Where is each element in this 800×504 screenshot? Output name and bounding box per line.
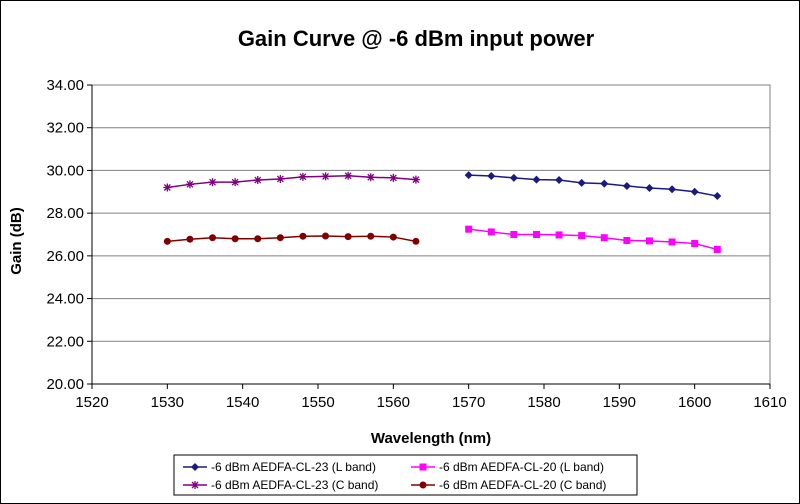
data-point <box>623 236 631 244</box>
legend-box <box>173 454 638 496</box>
data-point <box>163 183 172 192</box>
x-tick-label: 1580 <box>527 394 560 411</box>
data-point <box>254 235 262 243</box>
x-axis-title: Wavelength (nm) <box>371 430 491 447</box>
series-2 <box>465 225 721 253</box>
data-point <box>577 178 586 187</box>
data-point <box>276 234 284 242</box>
x-tick-label: 1590 <box>603 394 636 411</box>
data-point <box>713 245 721 253</box>
y-axis: 20.00 22.00 24.00 26.00 28.00 30.00 32.00 34.00 <box>46 77 93 393</box>
data-point <box>231 235 239 243</box>
data-point <box>366 173 375 182</box>
x-tick-label: 1560 <box>377 394 410 411</box>
y-tick-label: 26.00 <box>46 248 84 265</box>
legend-item: -6 dBm AEDFA-CL-23 (C band) <box>183 478 378 492</box>
y-tick-label: 34.00 <box>46 77 84 94</box>
data-point <box>298 172 307 181</box>
data-point <box>578 232 586 240</box>
x-tick-label: 1600 <box>678 394 711 411</box>
data-point <box>668 185 677 194</box>
data-point <box>510 231 518 238</box>
series-4 <box>163 232 420 245</box>
data-point <box>532 231 540 238</box>
y-tick-label: 22.00 <box>46 333 84 350</box>
data-point <box>231 178 240 187</box>
x-tick-label: 1570 <box>452 394 485 411</box>
data-point <box>367 232 375 240</box>
data-point <box>412 237 420 245</box>
data-point <box>645 183 654 192</box>
chart-title: Gain Curve @ -6 dBm input power <box>238 26 595 51</box>
y-tick-label: 24.00 <box>46 291 84 308</box>
legend-label: -6 dBm AEDFA-CL-23 (C band) <box>211 478 378 492</box>
data-point <box>487 171 496 180</box>
data-point <box>487 228 495 236</box>
data-point <box>668 238 676 246</box>
legend-marker <box>419 481 427 489</box>
data-point <box>622 182 631 191</box>
data-point <box>209 234 217 242</box>
data-point <box>186 235 194 243</box>
data-point <box>163 237 171 245</box>
legend-item: -6 dBm AEDFA-CL-20 (L band) <box>411 460 604 474</box>
data-point <box>208 178 217 187</box>
legend-marker <box>191 463 199 471</box>
x-tick-label: 1530 <box>151 394 184 411</box>
x-tick-label: 1540 <box>226 394 259 411</box>
x-axis: 1520 1530 1540 1550 1560 1570 1580 1590 1600 1610 <box>75 383 787 411</box>
legend-label: -6 dBm AEDFA-CL-20 (C band) <box>439 478 606 492</box>
legend-label: -6 dBm AEDFA-CL-23 (L band) <box>211 460 376 474</box>
y-axis-title: Gain (dB) <box>8 207 25 275</box>
data-point <box>389 233 397 241</box>
data-point <box>555 176 564 185</box>
y-tick-label: 20.00 <box>46 376 84 393</box>
series-3 <box>163 171 420 192</box>
grid-lines <box>92 84 770 385</box>
data-point <box>645 237 653 245</box>
legend-label: -6 dBm AEDFA-CL-20 (L band) <box>439 460 604 474</box>
legend-item: -6 dBm AEDFA-CL-20 (C band) <box>411 478 606 492</box>
data-point <box>185 180 194 189</box>
x-tick-label: 1550 <box>301 394 334 411</box>
data-point <box>691 239 699 247</box>
data-point <box>321 172 330 181</box>
series-line <box>167 175 416 189</box>
y-tick-label: 32.00 <box>46 120 84 137</box>
data-point <box>389 173 398 182</box>
series-1 <box>464 171 722 201</box>
series-layer <box>163 171 722 253</box>
y-tick-label: 30.00 <box>46 162 84 179</box>
data-point <box>344 171 353 180</box>
data-point <box>276 174 285 183</box>
data-point <box>253 176 262 185</box>
data-point <box>600 234 608 242</box>
data-point <box>465 225 473 233</box>
data-point <box>464 171 473 180</box>
data-point <box>532 175 541 184</box>
data-point <box>713 192 722 201</box>
legend-item: -6 dBm AEDFA-CL-23 (L band) <box>183 460 376 474</box>
data-point <box>411 175 420 184</box>
data-point <box>509 173 518 182</box>
x-tick-label: 1520 <box>75 394 108 411</box>
plot-area <box>91 84 771 385</box>
y-tick-label: 28.00 <box>46 205 84 222</box>
x-tick-label: 1610 <box>753 394 786 411</box>
series-line <box>468 174 718 197</box>
legend: -6 dBm AEDFA-CL-23 (L band) -6 dBm AEDFA-… <box>173 454 638 496</box>
series-line <box>167 235 417 243</box>
legend-marker <box>191 481 199 489</box>
data-point <box>344 233 352 241</box>
data-point <box>555 231 563 239</box>
data-point <box>600 179 609 188</box>
data-point <box>690 187 699 196</box>
legend-marker <box>419 463 427 471</box>
data-point <box>322 232 330 240</box>
series-line <box>468 228 718 251</box>
data-point <box>299 232 307 240</box>
